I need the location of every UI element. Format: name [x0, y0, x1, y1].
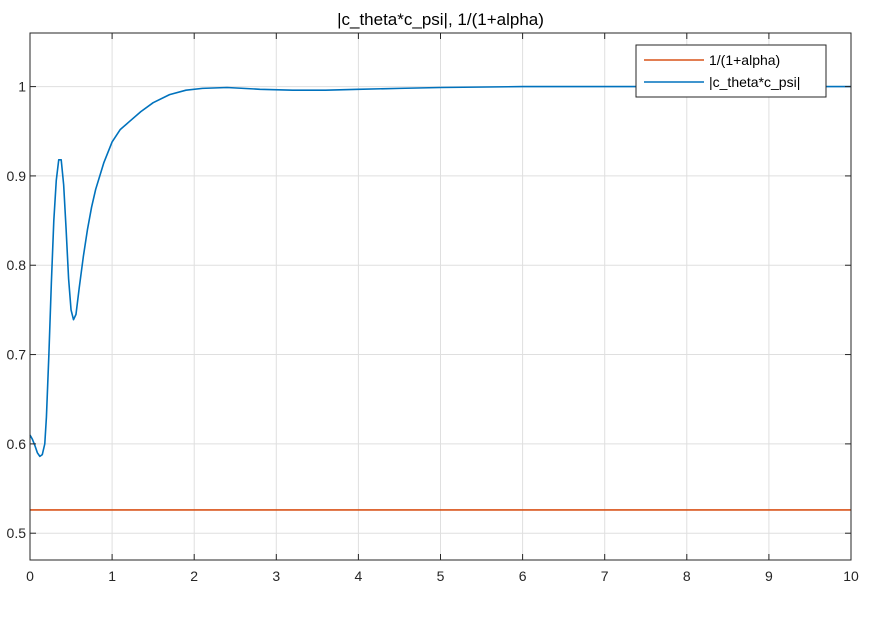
y-tick-label: 1	[18, 79, 26, 95]
chart-title: |c_theta*c_psi|, 1/(1+alpha)	[337, 10, 544, 29]
x-tick-label: 10	[843, 568, 859, 584]
y-tick-label: 0.7	[7, 347, 27, 363]
x-tick-label: 3	[272, 568, 280, 584]
y-tick-label: 0.8	[7, 257, 27, 273]
y-tick-label: 0.6	[7, 436, 27, 452]
x-tick-label: 5	[437, 568, 445, 584]
series-lines	[29, 85, 851, 511]
x-tick-label: 8	[683, 568, 691, 584]
y-tick-label: 0.9	[7, 168, 27, 184]
axis-ticks: 0 1 2 3 4 5 6 7 8 9 10 0.5 0.6 0.7 0.8 0.9 1	[7, 33, 859, 584]
legend: 1/(1+alpha) |c_theta*c_psi|	[635, 44, 827, 98]
x-tick-label: 2	[190, 568, 198, 584]
legend-box	[635, 44, 827, 98]
legend-entry-label: 1/(1+alpha)	[709, 52, 780, 68]
x-tick-label: 4	[355, 568, 363, 584]
y-tick-label: 0.5	[7, 525, 27, 541]
series-line-1	[29, 85, 851, 458]
x-tick-label: 9	[765, 568, 773, 584]
x-tick-label: 7	[601, 568, 609, 584]
legend-entry-label: |c_theta*c_psi|	[709, 74, 800, 90]
x-tick-label: 6	[519, 568, 527, 584]
x-tick-label: 1	[108, 568, 116, 584]
x-tick-label: 0	[26, 568, 34, 584]
